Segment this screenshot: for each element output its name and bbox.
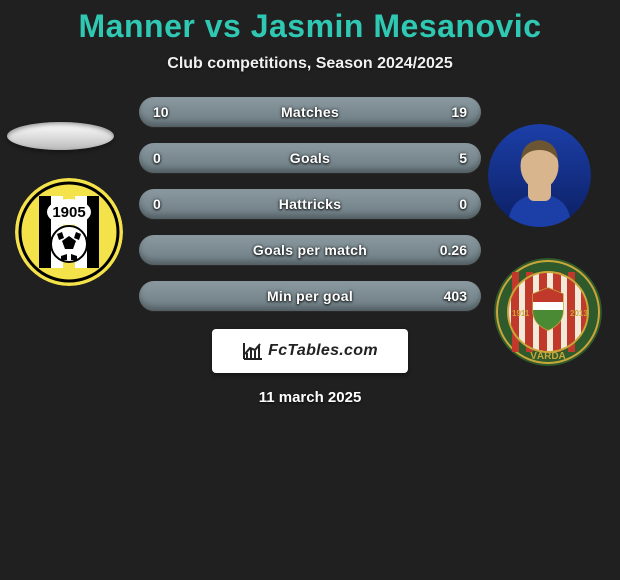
chart-icon: [242, 341, 264, 361]
club-crest-right: 1911 2013 VÁRDA: [494, 258, 602, 366]
stat-label: Min per goal: [267, 288, 353, 304]
player-photo-right: [488, 124, 591, 227]
svg-text:1905: 1905: [52, 204, 85, 221]
stat-bar: 10 Matches 19: [139, 97, 481, 127]
stat-bar: Goals per match 0.26: [139, 235, 481, 265]
stat-left-value: 10: [153, 104, 169, 120]
stat-label: Goals per match: [253, 242, 367, 258]
svg-text:2013: 2013: [570, 309, 588, 318]
date-label: 11 march 2025: [0, 389, 620, 406]
attribution-text: FcTables.com: [268, 342, 378, 360]
stat-label: Hattricks: [279, 196, 342, 212]
svg-text:1911: 1911: [512, 309, 530, 318]
stat-left-value: 0: [153, 196, 161, 212]
page-title: Manner vs Jasmin Mesanovic: [0, 0, 620, 45]
stat-left-value: 0: [153, 150, 161, 166]
stat-bar: Min per goal 403: [139, 281, 481, 311]
stat-bar: 0 Goals 5: [139, 143, 481, 173]
stat-right-value: 0: [459, 196, 467, 212]
club-crest-left: 1905: [15, 178, 123, 286]
svg-text:VÁRDA: VÁRDA: [530, 349, 566, 362]
player-left-oval: [7, 122, 114, 150]
stat-bar: 0 Hattricks 0: [139, 189, 481, 219]
attribution-badge: FcTables.com: [212, 329, 408, 373]
stats-container: 10 Matches 19 0 Goals 5 0 Hattricks 0 Go…: [139, 97, 481, 311]
stat-label: Goals: [290, 150, 330, 166]
stat-right-value: 0.26: [440, 242, 467, 258]
subtitle: Club competitions, Season 2024/2025: [0, 55, 620, 73]
stat-label: Matches: [281, 104, 339, 120]
stat-right-value: 403: [444, 288, 467, 304]
stat-right-value: 5: [459, 150, 467, 166]
stat-right-value: 19: [451, 104, 467, 120]
